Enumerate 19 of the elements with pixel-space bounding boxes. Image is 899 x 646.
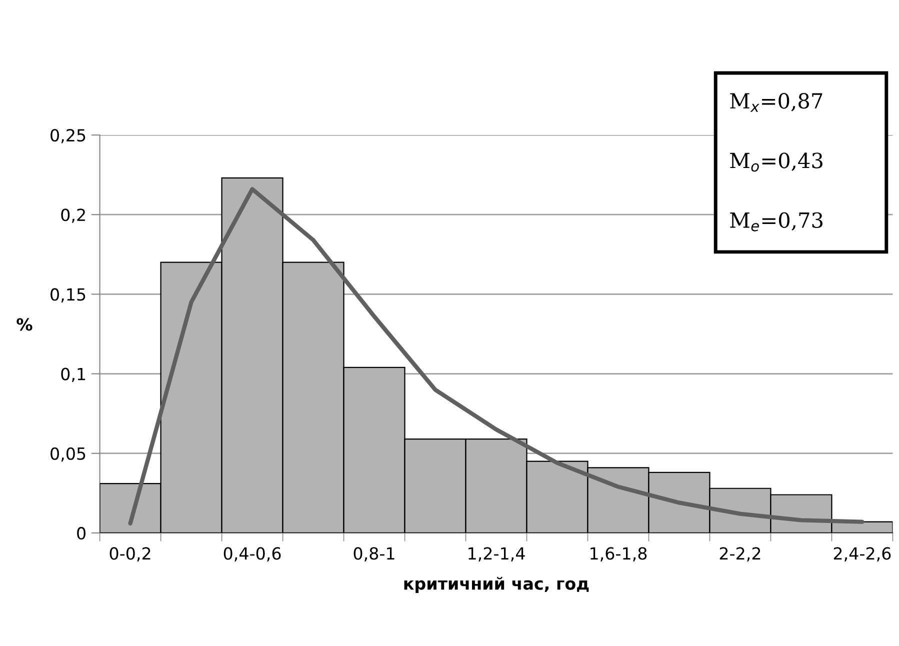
y-tick-label: 0,05 (50, 447, 86, 462)
y-axis-title: % (16, 318, 32, 331)
x-tick-label: 0,4-0,6 (224, 547, 281, 562)
x-tick-label: 0,8-1 (354, 547, 394, 562)
x-tick-label: 2,4-2,6 (834, 547, 891, 562)
y-tick-label: 0,25 (50, 128, 86, 144)
text: M$_{x}$=0,87 (730, 92, 822, 112)
x-tick-label: 2-2,2 (720, 547, 760, 562)
y-tick-label: 0,1 (61, 368, 86, 382)
annotation: M$_{e}$=0,73 (730, 212, 822, 232)
x-axis-title: критичний час, год (404, 576, 589, 594)
x-tick-label: 0-0,2 (110, 547, 150, 562)
x-tick-label: 1,6-1,8 (590, 547, 647, 562)
annotation: M$_{o}$=0,43 (730, 152, 822, 172)
line-series (128, 187, 864, 526)
y-tick-label: 0,2 (61, 208, 85, 223)
y-tick-label: 0 (77, 526, 86, 540)
y-tick-label: 0,15 (50, 288, 86, 302)
x-tick-label: 1,2-1,4 (468, 547, 525, 562)
